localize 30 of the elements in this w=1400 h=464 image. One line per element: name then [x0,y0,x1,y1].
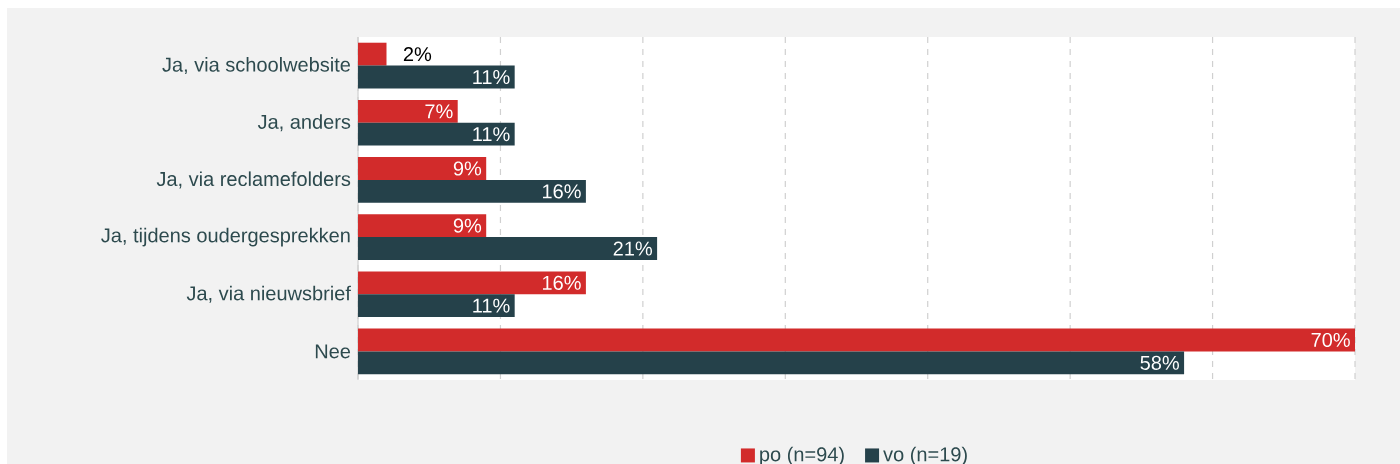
bar [358,271,586,295]
y-tick-label: Nee [315,344,351,359]
y-tick-label: Ja, anders [257,114,351,132]
bar [358,157,487,180]
bar [358,237,658,260]
data-label: 2% [403,47,432,62]
data-label: 70% [1311,332,1350,348]
data-label: 7% [425,104,453,119]
bar [358,294,515,318]
bar [358,99,458,123]
bar [358,214,487,238]
bar [358,328,1356,352]
data-label: 11% [473,298,510,313]
data-label: 58% [1140,355,1179,370]
bar [358,179,586,203]
data-label: 16% [543,184,581,199]
data-label: 9% [453,218,482,233]
y-tick-label: Ja, via nieuwsbrief [186,285,351,303]
data-label: 11% [473,70,510,85]
y-tick-label: Ja, via reclamefolders [156,171,351,189]
data-label: 11% [473,127,510,142]
data-label: 21% [613,241,653,256]
bar [358,65,515,89]
bar [358,351,1185,375]
y-tick-label: Ja, via schoolwebsite [162,57,351,75]
bar [358,122,515,146]
y-tick-label: Ja, tijdens oudergesprekken [101,227,350,247]
bar [358,42,387,66]
data-label: 9% [453,161,482,176]
data-label: 16% [543,275,581,290]
